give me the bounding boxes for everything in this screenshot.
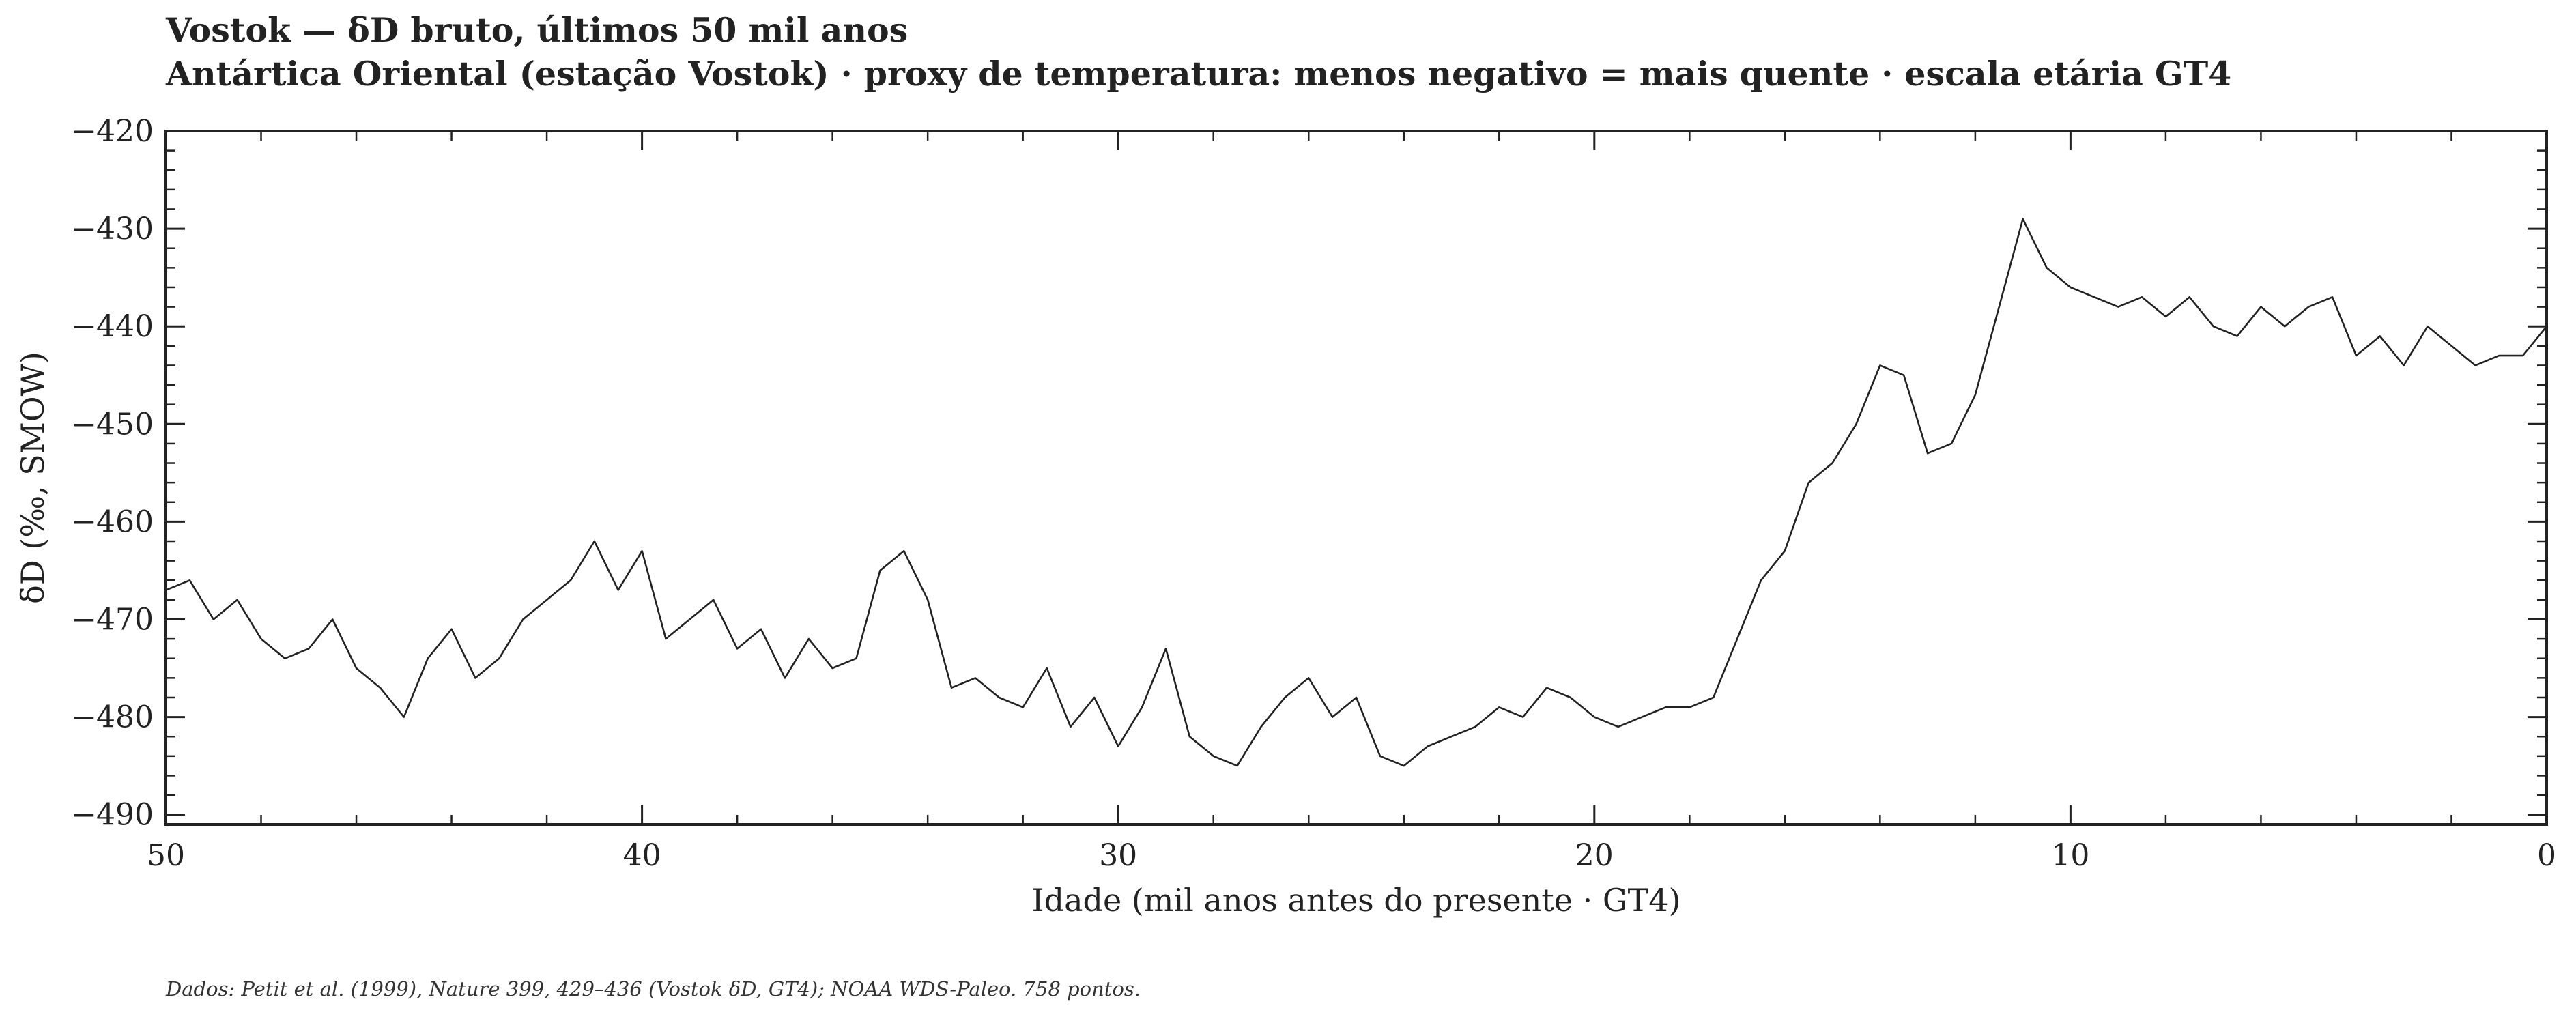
x-tick-label: 40 [623, 838, 661, 873]
y-tick-label: −440 [71, 309, 154, 344]
y-tick-label: −490 [71, 798, 154, 833]
y-tick-label: −430 [71, 212, 154, 246]
chart-subtitle: Antártica Oriental (estação Vostok) · pr… [166, 54, 2232, 94]
series-group [165, 218, 2548, 767]
x-tick-label: 20 [1575, 838, 1614, 873]
y-tick-label: −460 [71, 504, 154, 539]
source-note: Dados: Petit et al. (1999), Nature 399, … [166, 977, 1141, 1001]
y-axis-label: δD (‰, SMOW) [14, 351, 51, 604]
series-line [165, 218, 2548, 767]
x-tick-label: 10 [2051, 838, 2089, 873]
y-tick-label: −420 [71, 114, 154, 149]
y-tick-label: −480 [71, 700, 154, 735]
x-axis-label: Idade (mil anos antes do presente · GT4) [1032, 882, 1681, 919]
tick-labels: 50 40 30 20 10 0 −420 −430 −440 −450 −460 −470 −480 −… [71, 114, 2556, 873]
y-tick-label: −470 [71, 602, 154, 637]
chart-title: Vostok — δD bruto, últimos 50 mil anos [166, 10, 908, 50]
plot-area [164, 130, 2548, 826]
x-tick-label: 50 [147, 838, 185, 873]
y-tick-label: −450 [71, 407, 154, 442]
axis-ticks [164, 130, 2548, 824]
x-tick-label: 30 [1099, 838, 1137, 873]
x-tick-label: 0 [2537, 838, 2556, 873]
